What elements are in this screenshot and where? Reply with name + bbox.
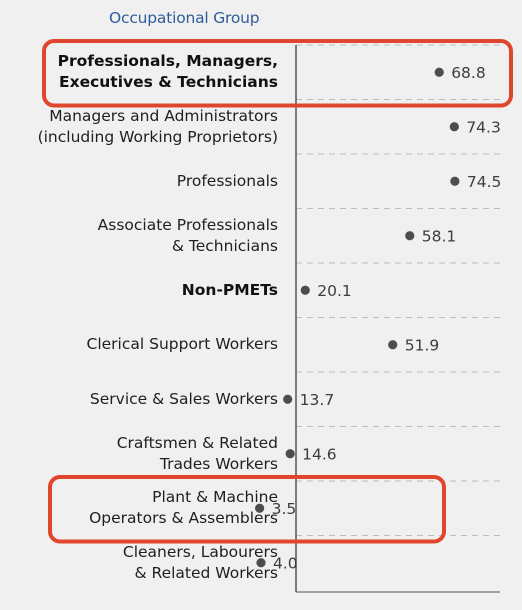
category-label-line: Cleaners, Labourers bbox=[122, 542, 278, 561]
category-label-line: Plant & Machine bbox=[152, 488, 278, 507]
category-label-line: & Related Workers bbox=[134, 563, 279, 582]
category-label-line: (including Working Proprietors) bbox=[37, 127, 278, 146]
data-label: 68.8 bbox=[451, 64, 486, 82]
category-label: Service & Sales Workers bbox=[90, 389, 278, 410]
highlight-box bbox=[48, 475, 446, 544]
data-point bbox=[285, 449, 295, 459]
data-point bbox=[388, 340, 398, 350]
category-label-line: Professionals bbox=[176, 171, 278, 190]
data-point bbox=[255, 503, 265, 513]
category-label-line: Executives & Technicians bbox=[58, 73, 278, 92]
category-label-line: Craftsmen & Related bbox=[116, 433, 278, 452]
data-label: 74.3 bbox=[466, 118, 501, 136]
data-label: 3.5 bbox=[272, 500, 297, 518]
highlight-box bbox=[42, 39, 513, 108]
category-label: Associate Professionals & Technicians bbox=[98, 215, 278, 257]
data-label: 20.1 bbox=[317, 282, 352, 300]
category-label-line: Non-PMETs bbox=[181, 280, 278, 299]
data-label: 51.9 bbox=[405, 336, 440, 354]
data-point bbox=[405, 231, 415, 241]
data-point bbox=[300, 285, 310, 295]
category-label: Craftsmen & Related Trades Workers bbox=[117, 433, 278, 475]
category-label-line: & Technicians bbox=[171, 236, 278, 255]
category-label: Plant & Machine Operators & Assemblers bbox=[89, 487, 278, 529]
data-point bbox=[449, 122, 459, 132]
data-label: 14.6 bbox=[302, 445, 337, 463]
data-label: 4.0 bbox=[273, 554, 298, 572]
category-label-line: Operators & Assemblers bbox=[89, 509, 278, 528]
data-point bbox=[283, 394, 293, 404]
category-label-line: Service & Sales Workers bbox=[89, 389, 278, 408]
data-label: 74.5 bbox=[467, 173, 502, 191]
data-label: 58.1 bbox=[422, 227, 457, 245]
category-label-line: Trades Workers bbox=[159, 454, 278, 473]
data-label: 13.7 bbox=[300, 391, 335, 409]
category-label: Cleaners, Labourers & Related Workers bbox=[123, 542, 278, 584]
column-header: Occupational Group bbox=[109, 9, 260, 27]
data-point bbox=[434, 67, 444, 77]
category-label-line: Clerical Support Workers bbox=[86, 335, 278, 354]
category-label: Managers and Administrators (including Wo… bbox=[38, 106, 278, 148]
category-label: Non-PMETs bbox=[182, 280, 278, 301]
category-label: Professionals, Managers, Executives & Tec… bbox=[58, 51, 278, 93]
category-label: Clerical Support Workers bbox=[87, 334, 278, 355]
category-label-line: Associate Professionals bbox=[97, 215, 278, 234]
category-label: Professionals bbox=[177, 171, 278, 192]
category-label-line: Managers and Administrators bbox=[49, 106, 278, 125]
category-label-line: Professionals, Managers, bbox=[57, 52, 278, 71]
data-point bbox=[256, 558, 266, 568]
data-point bbox=[450, 176, 460, 186]
